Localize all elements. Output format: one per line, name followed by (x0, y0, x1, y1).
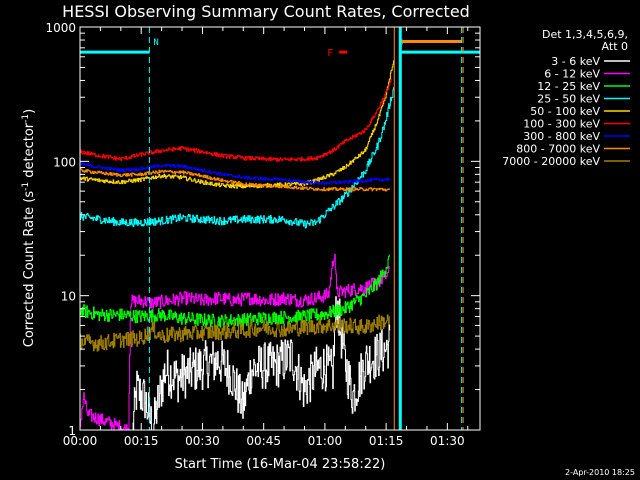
series-line-800-7000-kev (79, 168, 390, 192)
y-tick-label: 1000 (45, 21, 76, 35)
x-tick-label: 00:15 (124, 434, 159, 448)
series-layer (79, 60, 395, 431)
y-axis-label-main: Corrected Count Rate (s (22, 191, 37, 348)
x-tick-label: 00:30 (185, 434, 220, 448)
chart-title: HESSI Observing Summary Count Rates, Cor… (62, 2, 470, 21)
x-tick-label: 00:45 (246, 434, 281, 448)
timestamp: 2-Apr-2010 18:25 (565, 468, 635, 477)
marker-layer: NSF (80, 27, 480, 430)
series-line-7000-20000-kev (79, 314, 390, 352)
series-line-6-12-kev (79, 254, 390, 431)
x-axis: 00:00 00:15 00:30 00:45 01:00 01:15 01:30 (63, 27, 469, 448)
y-axis-label-exp1: -1 (21, 182, 31, 191)
series-line-3-6-kev (132, 296, 391, 431)
y-axis: 1 10 100 1000 (45, 21, 480, 438)
legend-label-800-7000-kev: 800 - 7000 keV (516, 143, 600, 156)
x-tick-label: 01:15 (369, 434, 404, 448)
legend-label-3-6-kev: 3 - 6 keV (551, 55, 600, 68)
series-line-100-300-kev (79, 79, 392, 162)
legend-label-100-300-kev: 100 - 300 keV (523, 118, 600, 131)
y-tick-label: 100 (53, 155, 76, 169)
y-axis-label-end: ) (22, 109, 37, 114)
x-axis-label: Start Time (16-Mar-04 23:58:22) (175, 457, 386, 472)
legend-header-line: Att 0 (602, 40, 628, 53)
y-tick-label: 1 (68, 424, 76, 438)
legend-label-25-50-kev: 25 - 50 keV (537, 93, 600, 106)
legend-label-50-100-kev: 50 - 100 keV (530, 105, 600, 118)
plot-frame (79, 26, 481, 431)
legend-label-300-800-kev: 300 - 800 keV (523, 130, 600, 143)
legend-header-line: Det 1,3,4,5,6,9, (542, 28, 628, 41)
legend-label-7000-20000-kev: 7000 - 20000 keV (502, 155, 600, 168)
y-tick-label: 10 (61, 290, 76, 304)
marker-label-n: N (153, 38, 158, 48)
legend-label-6-12-kev: 6 - 12 keV (544, 68, 600, 81)
y-axis-label-mid: detector (22, 122, 37, 182)
legend-label-12-25-kev: 12 - 25 keV (537, 80, 600, 93)
y-axis-label-exp2: -1 (21, 114, 31, 123)
series-line-50-100-kev (79, 60, 395, 189)
x-tick-label: 00:00 (63, 434, 98, 448)
x-tick-label: 01:00 (308, 434, 343, 448)
y-axis-label: Corrected Count Rate (s-1 detector-1) (21, 109, 37, 347)
flare-flag-label: F (327, 48, 333, 59)
series-line-25-50-kev (79, 87, 395, 229)
series-line-300-800-kev (79, 161, 390, 185)
x-tick-label: 01:30 (430, 434, 465, 448)
plot-area: NSF 00:0000:1500:3000:4501:0001:1501:30 … (45, 21, 481, 448)
